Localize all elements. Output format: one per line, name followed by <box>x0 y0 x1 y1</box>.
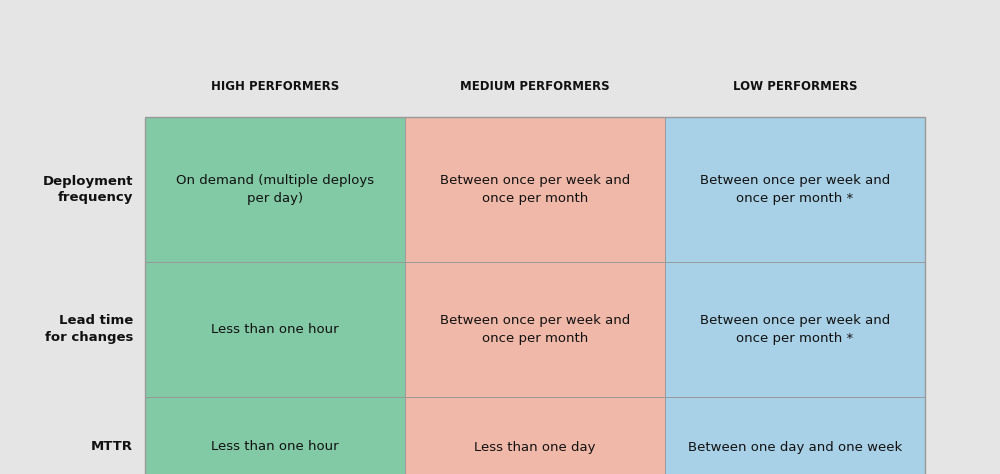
Text: HIGH PERFORMERS: HIGH PERFORMERS <box>211 80 339 92</box>
Text: On demand (multiple deploys
per day): On demand (multiple deploys per day) <box>176 174 374 205</box>
Text: Between one day and one week: Between one day and one week <box>688 440 902 454</box>
Bar <box>405 117 665 474</box>
Text: Lead time
for changes: Lead time for changes <box>45 315 133 345</box>
Text: LOW PERFORMERS: LOW PERFORMERS <box>733 80 857 92</box>
Bar <box>145 117 405 474</box>
Text: Less than one hour: Less than one hour <box>211 323 339 336</box>
Text: Less than one day: Less than one day <box>474 440 596 454</box>
Text: Between once per week and
once per month *: Between once per week and once per month… <box>700 314 890 345</box>
Text: MTTR: MTTR <box>91 440 133 454</box>
Bar <box>145 117 925 474</box>
Text: Between once per week and
once per month *: Between once per week and once per month… <box>700 174 890 205</box>
Text: Between once per week and
once per month: Between once per week and once per month <box>440 314 630 345</box>
Text: Less than one hour: Less than one hour <box>211 440 339 454</box>
Bar <box>665 117 925 474</box>
Text: Between once per week and
once per month: Between once per week and once per month <box>440 174 630 205</box>
Text: Deployment
frequency: Deployment frequency <box>42 174 133 204</box>
Text: MEDIUM PERFORMERS: MEDIUM PERFORMERS <box>460 80 610 92</box>
